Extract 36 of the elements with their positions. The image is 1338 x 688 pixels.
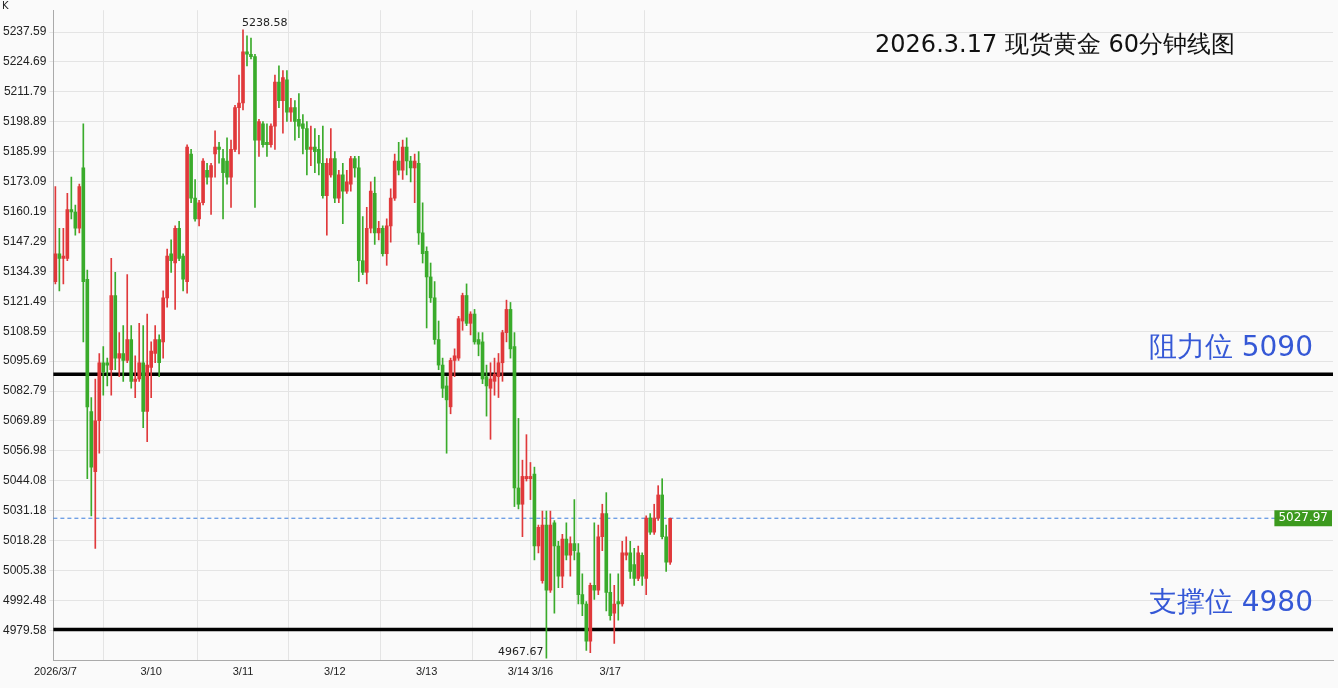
- x-tick-label: 2026/3/7: [33, 665, 77, 678]
- y-tick-label: 4992.48: [2, 592, 47, 607]
- y-tick-label: 5044.08: [2, 473, 47, 488]
- text: K: [2, 0, 9, 11]
- y-tick-label: 5211.79: [3, 84, 47, 99]
- x-tick-label: 3/16: [531, 665, 554, 678]
- y-tick-label: 5185.99: [2, 144, 47, 159]
- text: 2026.3.17 现货黄金 60分钟线图: [875, 29, 1235, 60]
- y-tick-label: 5108.59: [2, 323, 47, 338]
- annotation: 5238.58: [242, 16, 288, 30]
- y-tick-label: 5031.18: [2, 503, 47, 518]
- y-tick-label: 5018.28: [2, 533, 47, 548]
- y-tick-label: 5173.09: [2, 173, 47, 188]
- x-tick-label: 3/10: [140, 665, 162, 678]
- annotation: 4967.67: [497, 645, 544, 659]
- x-tick-label: 3/11: [232, 665, 254, 678]
- ref-line-label: 5027.97: [1278, 510, 1328, 525]
- y-tick-label: 5224.69: [2, 54, 47, 69]
- y-tick-label: 5147.29: [2, 233, 47, 248]
- y-tick-label: 5056.98: [2, 443, 47, 458]
- x-tick-label: 3/12: [324, 665, 346, 678]
- y-tick-label: 5095.69: [2, 353, 47, 368]
- y-tick-label: 5198.89: [2, 114, 47, 129]
- y-tick-label: 5121.49: [2, 293, 47, 308]
- y-tick-label: 5160.19: [2, 203, 47, 218]
- x-tick-label: 3/17: [599, 665, 621, 678]
- y-tick-label: 4979.58: [2, 622, 47, 637]
- x-tick-label: 3/14: [507, 665, 530, 678]
- y-tick-label: 5134.39: [2, 263, 47, 278]
- y-tick-label: 5082.79: [2, 383, 47, 398]
- y-tick-label: 5069.89: [2, 413, 47, 428]
- x-tick-label: 3/13: [415, 665, 438, 678]
- ref-line-label: 阻力位 5090: [1148, 329, 1313, 363]
- y-tick-label: 5005.38: [2, 562, 47, 577]
- y-tick-label: 5237.59: [2, 24, 47, 39]
- ref-line-label: 支撑位 4980: [1148, 584, 1313, 618]
